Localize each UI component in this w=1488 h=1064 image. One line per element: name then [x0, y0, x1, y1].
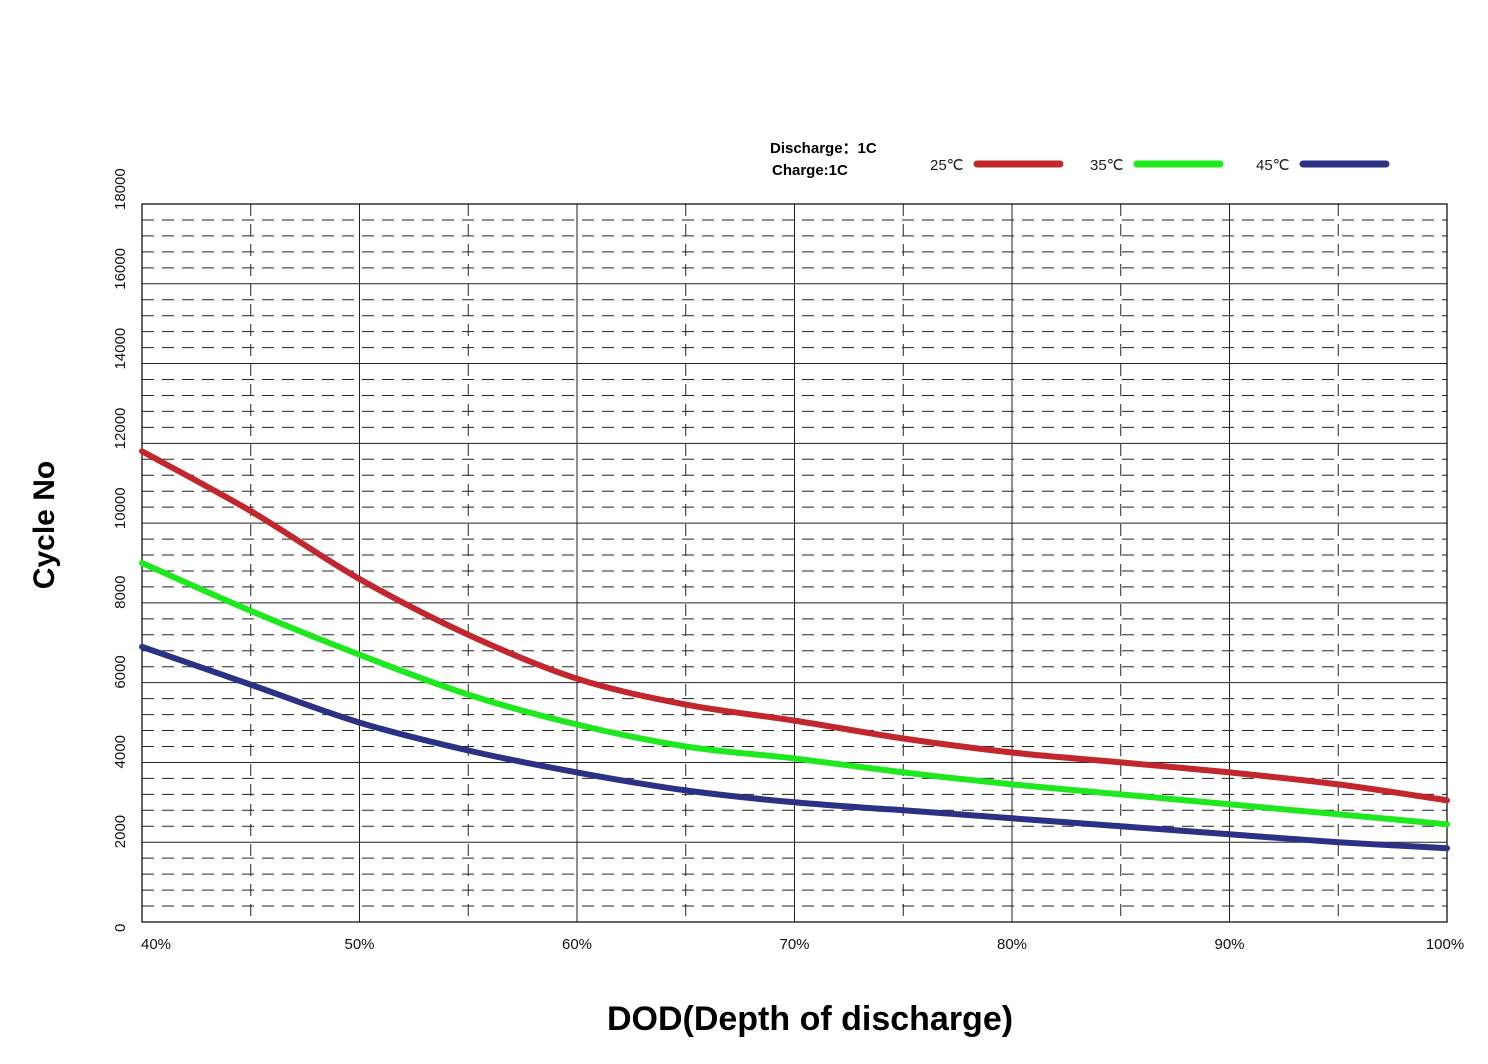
x-tick-label: 100% — [1426, 936, 1464, 953]
legend-label-1: 35℃ — [1090, 157, 1124, 174]
x-tick-label: 60% — [562, 936, 592, 953]
charge-condition: Charge:1C — [772, 162, 848, 179]
discharge-condition: Discharge：1C — [770, 140, 877, 157]
y-tick-label: 10000 — [112, 487, 129, 529]
series-line-2 — [139, 643, 1450, 852]
series-line-1 — [139, 560, 1450, 828]
y-tick-label: 6000 — [112, 655, 129, 688]
x-tick-label: 70% — [779, 936, 809, 953]
x-tick-label: 80% — [997, 936, 1027, 953]
y-tick-label: 14000 — [112, 328, 129, 370]
y-tick-label: 8000 — [112, 576, 129, 609]
y-tick-labels: 0 2000 4000 6000 8000 10000 12000 14000 16000 180… — [112, 168, 129, 932]
series-lines — [139, 448, 1450, 852]
legend-label-0: 25℃ — [930, 157, 964, 174]
y-tick-label: 18000 — [112, 168, 129, 210]
y-tick-label: 12000 — [112, 408, 129, 450]
y-tick-label: 2000 — [112, 815, 129, 848]
y-tick-label: 0 — [112, 924, 129, 932]
y-axis-title: Cycle No — [28, 461, 61, 589]
x-tick-label: 50% — [344, 936, 374, 953]
legend: 25℃ 35℃ 45℃ — [930, 157, 1390, 174]
y-tick-label: 16000 — [112, 248, 129, 290]
x-tick-labels: 40% 50% 60% 70% 80% 90% 100% — [141, 936, 1464, 953]
x-axis-title: DOD(Depth of discharge) — [607, 1000, 1013, 1038]
x-tick-label: 40% — [141, 936, 171, 953]
x-tick-label: 90% — [1214, 936, 1244, 953]
legend-label-2: 45℃ — [1256, 157, 1290, 174]
y-tick-label: 4000 — [112, 735, 129, 768]
series-line-0 — [139, 448, 1450, 804]
